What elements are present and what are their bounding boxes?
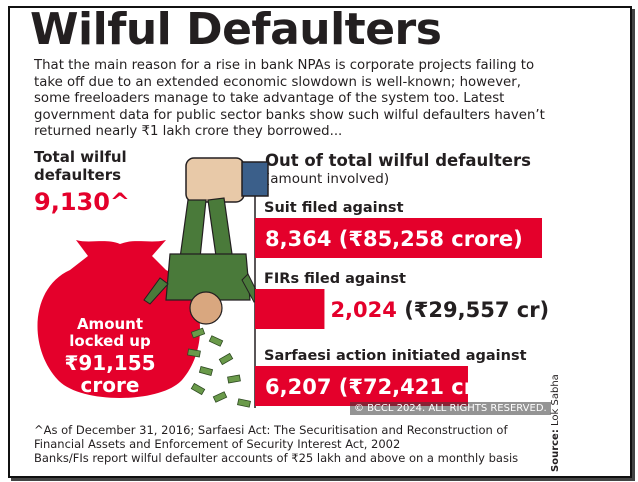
- infographic-frame: Wilful Defaulters That the main reason f…: [8, 6, 632, 478]
- bar-amount-label: (₹85,258 crore): [339, 227, 523, 251]
- total-defaulters-value: 9,130^: [34, 188, 131, 216]
- trouser-leg-icon: [179, 199, 207, 259]
- bar-value-number: 2,024: [330, 298, 404, 322]
- sleeve-icon: [241, 161, 269, 197]
- bar-category-label: FIRs filed against: [264, 271, 406, 287]
- source-name: Lok Sabha: [550, 374, 561, 426]
- footnote-line: ^As of December 31, 2016; Sarfaesi Act: …: [34, 423, 508, 437]
- footnote-line: Banks/FIs report wilful defaulter accoun…: [34, 451, 519, 465]
- chart-and-illustration: Suit filed against 8,364 (₹85,258 crore) F…: [37, 157, 549, 408]
- amount-locked-text: Amount locked up ₹91,155 crore: [50, 315, 170, 397]
- bar: [255, 366, 468, 406]
- bar-value-label: 2,024 (₹29,557 cr): [330, 298, 549, 322]
- copyright-watermark: © BCCL 2024. ALL RIGHTS RESERVED.: [350, 402, 551, 415]
- bar-amount-label: (₹29,557 cr): [404, 298, 549, 322]
- total-defaulters-label: Total wilful defaulters: [34, 148, 127, 184]
- locked-value-line1: ₹91,155: [64, 351, 156, 375]
- chart-title: Out of total wilful defaulters: [265, 151, 531, 170]
- bar: [255, 218, 542, 258]
- footnotes: ^As of December 31, 2016; Sarfaesi Act: …: [34, 423, 544, 465]
- source-credit: Source: Lok Sabha: [550, 374, 561, 472]
- total-label-line2: defaulters: [34, 166, 122, 184]
- bar-value-number: 8,364: [265, 227, 339, 251]
- bar-category-label: Suit filed against: [264, 200, 404, 216]
- bar-value-number: 6,207: [265, 375, 339, 399]
- bar-value-label: 8,364 (₹85,258 crore): [265, 227, 523, 251]
- bar-category-label: Sarfaesi action initiated against: [264, 348, 527, 364]
- head-icon: [189, 291, 223, 325]
- falling-cash-icon: [187, 327, 251, 408]
- locked-value-line2: crore: [80, 373, 140, 397]
- chart-subtitle: (amount involved): [265, 171, 390, 187]
- locked-label-line2: locked up: [69, 332, 151, 350]
- locked-label-line1: Amount: [76, 315, 144, 333]
- chart-bars: Suit filed against 8,364 (₹85,258 crore) F…: [255, 200, 549, 406]
- illustration: [37, 157, 269, 408]
- total-label-line1: Total wilful: [34, 148, 127, 166]
- source-label: Source:: [550, 429, 561, 472]
- bar-amount-label: (₹72,421 cr): [339, 375, 484, 399]
- headline: Wilful Defaulters: [30, 6, 442, 55]
- bar: [255, 289, 325, 329]
- hand-icon: [185, 157, 245, 203]
- bar-value-label: 6,207 (₹72,421 cr): [265, 375, 484, 399]
- intro-paragraph: That the main reason for a rise in bank …: [34, 58, 545, 140]
- footnote-line: Financial Assets and Enforcement of Secu…: [34, 437, 401, 451]
